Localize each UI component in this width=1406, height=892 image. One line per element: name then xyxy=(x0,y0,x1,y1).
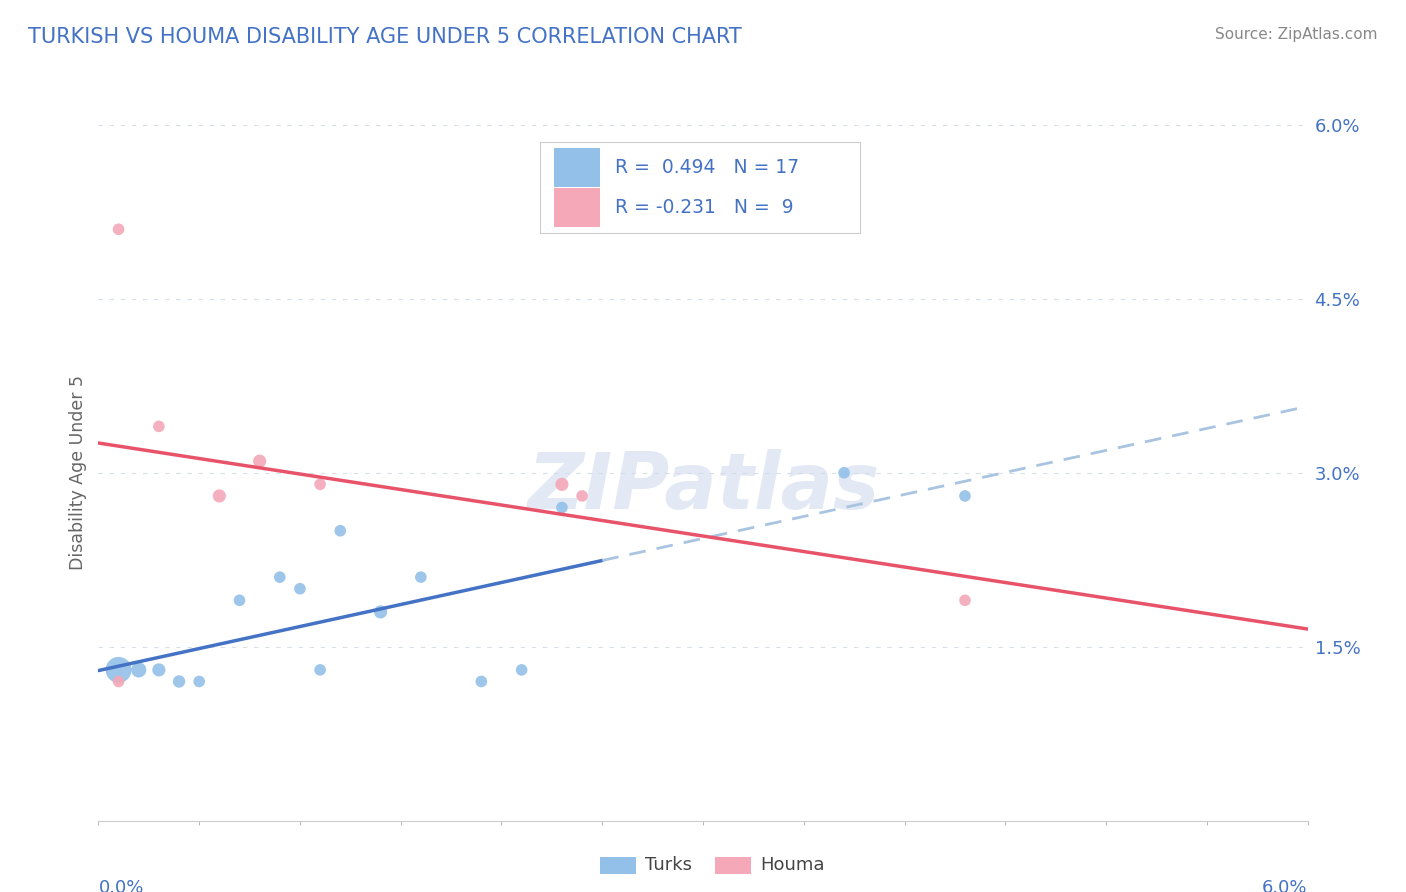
Point xyxy=(551,500,574,515)
Point xyxy=(953,489,976,503)
Point xyxy=(370,605,392,619)
Point xyxy=(167,674,190,689)
FancyBboxPatch shape xyxy=(716,857,751,874)
Text: 6.0%: 6.0% xyxy=(1263,879,1308,892)
Point xyxy=(128,663,150,677)
Point xyxy=(148,419,170,434)
Text: Houma: Houma xyxy=(759,856,824,874)
Point xyxy=(269,570,291,584)
Text: Source: ZipAtlas.com: Source: ZipAtlas.com xyxy=(1215,27,1378,42)
Point xyxy=(571,489,593,503)
Point xyxy=(148,663,170,677)
FancyBboxPatch shape xyxy=(600,857,637,874)
FancyBboxPatch shape xyxy=(554,148,600,186)
Text: 0.0%: 0.0% xyxy=(98,879,143,892)
Point xyxy=(309,663,332,677)
Point xyxy=(107,663,129,677)
Text: TURKISH VS HOUMA DISABILITY AGE UNDER 5 CORRELATION CHART: TURKISH VS HOUMA DISABILITY AGE UNDER 5 … xyxy=(28,27,742,46)
Point xyxy=(107,222,129,236)
Point xyxy=(470,674,492,689)
Point xyxy=(329,524,352,538)
FancyBboxPatch shape xyxy=(540,142,860,233)
Point xyxy=(551,477,574,491)
Point xyxy=(953,593,976,607)
Text: R = -0.231   N =  9: R = -0.231 N = 9 xyxy=(614,198,793,217)
Text: R =  0.494   N = 17: R = 0.494 N = 17 xyxy=(614,158,799,178)
Text: Turks: Turks xyxy=(645,856,692,874)
Point xyxy=(832,466,855,480)
Point xyxy=(208,489,231,503)
Text: ZIPatlas: ZIPatlas xyxy=(527,449,879,524)
Point xyxy=(107,674,129,689)
Point xyxy=(188,674,211,689)
Y-axis label: Disability Age Under 5: Disability Age Under 5 xyxy=(69,376,87,570)
Point xyxy=(409,570,432,584)
Point xyxy=(288,582,311,596)
Point xyxy=(510,663,533,677)
Point xyxy=(228,593,250,607)
Point xyxy=(249,454,271,468)
FancyBboxPatch shape xyxy=(554,188,600,227)
Point xyxy=(309,477,332,491)
